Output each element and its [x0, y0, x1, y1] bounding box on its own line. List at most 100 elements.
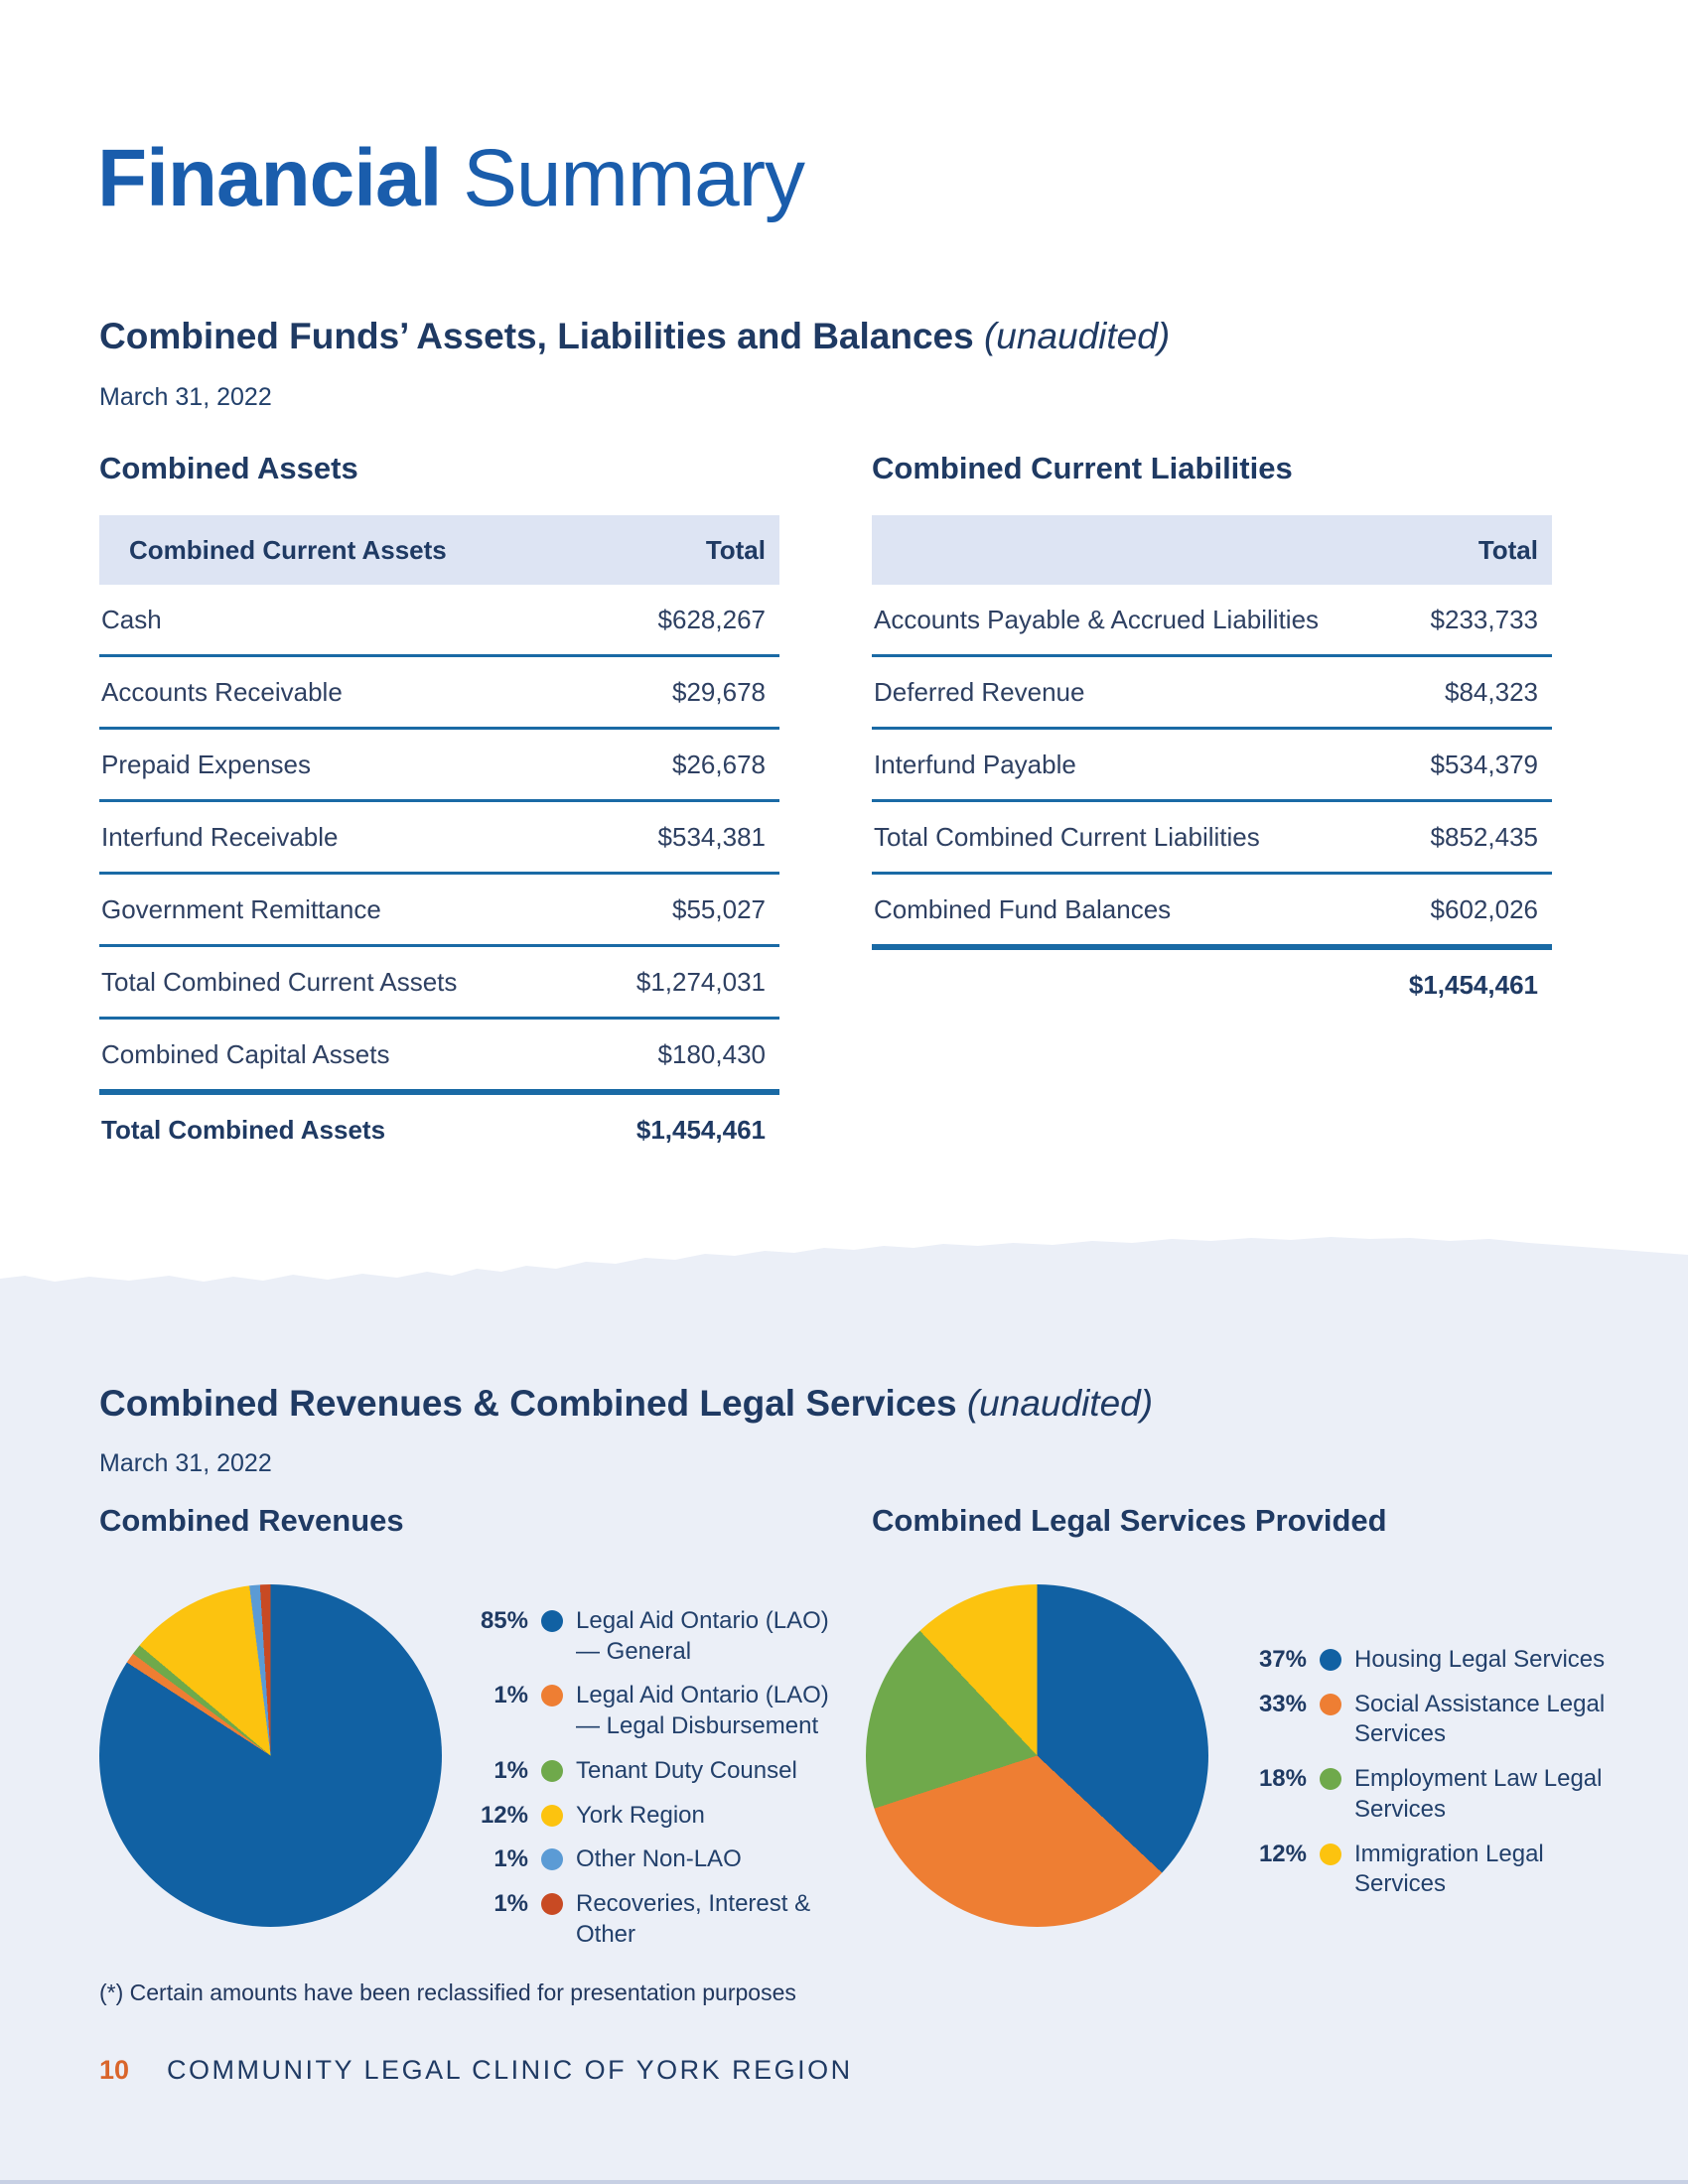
table-row: $1,454,461: [872, 950, 1552, 1020]
balance-tables: Combined Assets Combined Current Assets …: [99, 451, 1552, 1164]
revenues-chart-title: Combined Revenues: [99, 1503, 404, 1538]
row-label: Prepaid Expenses: [101, 749, 312, 779]
services-pie-chart: [866, 1584, 1208, 1927]
legend-percent: 18%: [1258, 1765, 1307, 1793]
table-row: Accounts Payable & Accrued Liabilities $2…: [872, 585, 1552, 658]
table-row: Prepaid Expenses $26,678: [99, 730, 779, 803]
row-value: $233,733: [1430, 604, 1538, 634]
legend-item: 85% Legal Aid Ontario (LAO) — General: [475, 1606, 844, 1667]
reclassification-footnote: (*) Certain amounts have been reclassifi…: [99, 1979, 796, 2005]
table-row: Interfund Payable $534,379: [872, 730, 1552, 803]
row-value: $534,379: [1430, 749, 1538, 779]
table-row: Total Combined Assets $1,454,461: [99, 1095, 779, 1164]
legend-item: 1% Tenant Duty Counsel: [475, 1756, 844, 1787]
revenues-pie-chart: [99, 1584, 442, 1927]
legend-dot-icon: [541, 1759, 563, 1782]
liabilities-table-title: Combined Current Liabilities: [872, 451, 1293, 485]
row-label: Deferred Revenue: [874, 676, 1085, 707]
assets-header-total: Total: [705, 534, 766, 565]
legend-percent: 33%: [1258, 1690, 1307, 1717]
liabilities-table-header: Total: [872, 515, 1552, 586]
row-value: $602,026: [1430, 893, 1538, 924]
torn-paper-edge: [0, 1237, 1688, 1336]
legend-percent: 37%: [1258, 1646, 1307, 1673]
legend-label: Legal Aid Ontario (LAO) — General: [576, 1607, 829, 1665]
row-label: Combined Fund Balances: [874, 893, 1172, 924]
section-balance-date: March 31, 2022: [99, 383, 272, 411]
legend-label: York Region: [576, 1801, 705, 1829]
legend-percent: 1%: [493, 1682, 528, 1709]
section-heading-revenues: Combined Revenues & Combined Legal Servi…: [99, 1383, 1153, 1426]
row-label: Combined Capital Assets: [101, 1038, 390, 1069]
assets-table-title: Combined Assets: [99, 451, 358, 485]
legend-item: 1% Other Non-LAO: [475, 1844, 844, 1875]
legend-dot-icon: [541, 1804, 563, 1827]
legend-label: Recoveries, Interest & Other: [576, 1890, 811, 1948]
legend-label: Immigration Legal Services: [1354, 1840, 1544, 1898]
row-label: Interfund Payable: [874, 749, 1076, 779]
section-revenues-date: March 31, 2022: [99, 1449, 272, 1477]
legend-dot-icon: [1320, 1693, 1341, 1715]
row-value: $628,267: [657, 604, 766, 634]
table-row: Combined Capital Assets $180,430: [99, 1020, 779, 1096]
legend-percent: 1%: [493, 1845, 528, 1873]
page-footer: 10 COMMUNITY LEGAL CLINIC OF YORK REGION: [99, 2055, 853, 2086]
table-row: Cash $628,267: [99, 585, 779, 658]
row-value: $1,454,461: [635, 1114, 766, 1145]
table-row: Government Remittance $55,027: [99, 875, 779, 948]
row-value: $29,678: [672, 676, 766, 707]
legend-percent: 12%: [480, 1801, 528, 1829]
row-label: Total Combined Current Liabilities: [874, 821, 1260, 852]
table-row: Total Combined Current Liabilities $852,4…: [872, 802, 1552, 876]
liabilities-table-body: Accounts Payable & Accrued Liabilities $2…: [872, 585, 1552, 1020]
row-label: Total Combined Current Assets: [101, 966, 458, 997]
unaudited-note-2: (unaudited): [966, 1383, 1154, 1424]
legend-dot-icon: [541, 1848, 563, 1871]
legend-item: 33% Social Assistance Legal Services: [1253, 1690, 1622, 1750]
legend-item: 1% Legal Aid Ontario (LAO) — Legal Disbur…: [475, 1681, 844, 1741]
section-heading-revenues-text: Combined Revenues & Combined Legal Servi…: [99, 1383, 967, 1424]
row-value: $852,435: [1430, 821, 1538, 852]
row-value: $26,678: [672, 749, 766, 779]
section-heading-balance: Combined Funds’ Assets, Liabilities and …: [99, 316, 1170, 358]
row-label: Interfund Receivable: [101, 821, 339, 852]
legend-dot-icon: [541, 1610, 563, 1632]
legend-percent: 85%: [480, 1607, 528, 1634]
row-label: Total Combined Assets: [101, 1114, 386, 1145]
row-value: $1,274,031: [635, 966, 766, 997]
row-value: $534,381: [657, 821, 766, 852]
legend-label: Other Non-LAO: [576, 1845, 742, 1873]
unaudited-note: (unaudited): [983, 316, 1171, 356]
legend-dot-icon: [1320, 1649, 1341, 1671]
combined-liabilities-table: Combined Current Liabilities Total Accou…: [872, 451, 1552, 1164]
bottom-edge-line: [0, 2180, 1688, 2184]
table-row: Accounts Receivable $29,678: [99, 657, 779, 731]
assets-header-label: Combined Current Assets: [129, 534, 447, 565]
page-title-bold: Financial: [97, 132, 442, 223]
table-row: Interfund Receivable $534,381: [99, 802, 779, 876]
row-label: Cash: [101, 604, 162, 634]
legend-dot-icon: [1320, 1768, 1341, 1791]
table-row: Total Combined Current Assets $1,274,031: [99, 947, 779, 1021]
row-label: Government Remittance: [101, 893, 381, 924]
legend-percent: 1%: [493, 1756, 528, 1784]
revenues-legend: 85% Legal Aid Ontario (LAO) — General 1% Le…: [475, 1606, 844, 1950]
row-label: Accounts Receivable: [101, 676, 343, 707]
legend-dot-icon: [541, 1893, 563, 1916]
legend-item: 1% Recoveries, Interest & Other: [475, 1889, 844, 1950]
liabilities-header-total: Total: [1477, 534, 1538, 565]
legend-item: 12% Immigration Legal Services: [1253, 1840, 1622, 1900]
services-legend: 37% Housing Legal Services 33% Social Assis…: [1253, 1645, 1622, 1900]
legend-dot-icon: [1320, 1843, 1341, 1865]
legend-label: Social Assistance Legal Services: [1354, 1690, 1606, 1748]
row-value: $1,454,461: [1408, 969, 1538, 1000]
organization-name: COMMUNITY LEGAL CLINIC OF YORK REGION: [167, 2055, 853, 2085]
row-value: $84,323: [1445, 676, 1538, 707]
row-value: $180,430: [657, 1038, 766, 1069]
assets-table-header: Combined Current Assets Total: [99, 515, 779, 586]
section-heading-balance-text: Combined Funds’ Assets, Liabilities and …: [99, 316, 984, 356]
row-label: Accounts Payable & Accrued Liabilities: [874, 604, 1320, 634]
services-chart-title: Combined Legal Services Provided: [872, 1503, 1387, 1538]
legend-item: 18% Employment Law Legal Services: [1253, 1764, 1622, 1825]
